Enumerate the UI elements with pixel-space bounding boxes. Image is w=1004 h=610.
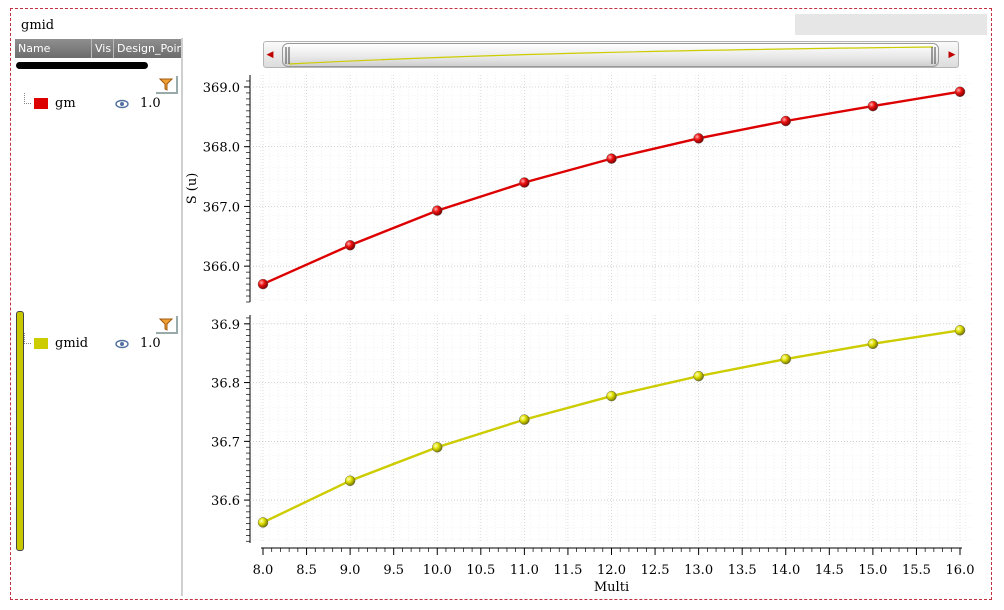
filter-button-strip2[interactable] [156,316,178,334]
eye-icon[interactable] [115,98,135,110]
tree-connector [24,93,31,104]
tree-column-header: Name Vis Design_Point [15,39,181,58]
column-header-name[interactable]: Name [15,39,92,58]
trace-color-swatch [34,338,48,349]
window-title: gmid [21,18,55,33]
scroll-thumb[interactable] [282,43,939,67]
trace-name-gmid: gmid [55,336,89,351]
trace-name-gm: gm [55,96,76,111]
tree-item-gmid[interactable]: gmid 1.0 [24,333,161,351]
x-scrollbar[interactable]: ◀ ▶ [263,41,959,68]
window-frame [10,8,992,600]
scroll-right-arrow-icon[interactable]: ▶ [948,49,956,60]
strip-selector-bar[interactable] [16,62,148,69]
column-header-vis[interactable]: Vis [92,39,114,58]
scroll-left-arrow-icon[interactable]: ◀ [266,49,274,60]
trace-tree-panel [15,38,183,596]
filter-icon [159,318,173,331]
filter-button-strip1[interactable] [156,76,178,94]
trace-color-swatch [34,98,48,109]
filter-icon [159,78,173,91]
tree-item-gm[interactable]: gm 1.0 [24,93,161,111]
overview-sparkline [285,46,936,65]
title-search-box[interactable] [795,14,987,35]
column-header-design-point[interactable]: Design_Point [117,42,181,55]
design-point-value: 1.0 [140,336,161,351]
eye-icon[interactable] [115,338,135,350]
design-point-value: 1.0 [140,96,161,111]
tree-connector [24,333,31,344]
strip-selector-bar-yellow[interactable] [16,311,24,551]
